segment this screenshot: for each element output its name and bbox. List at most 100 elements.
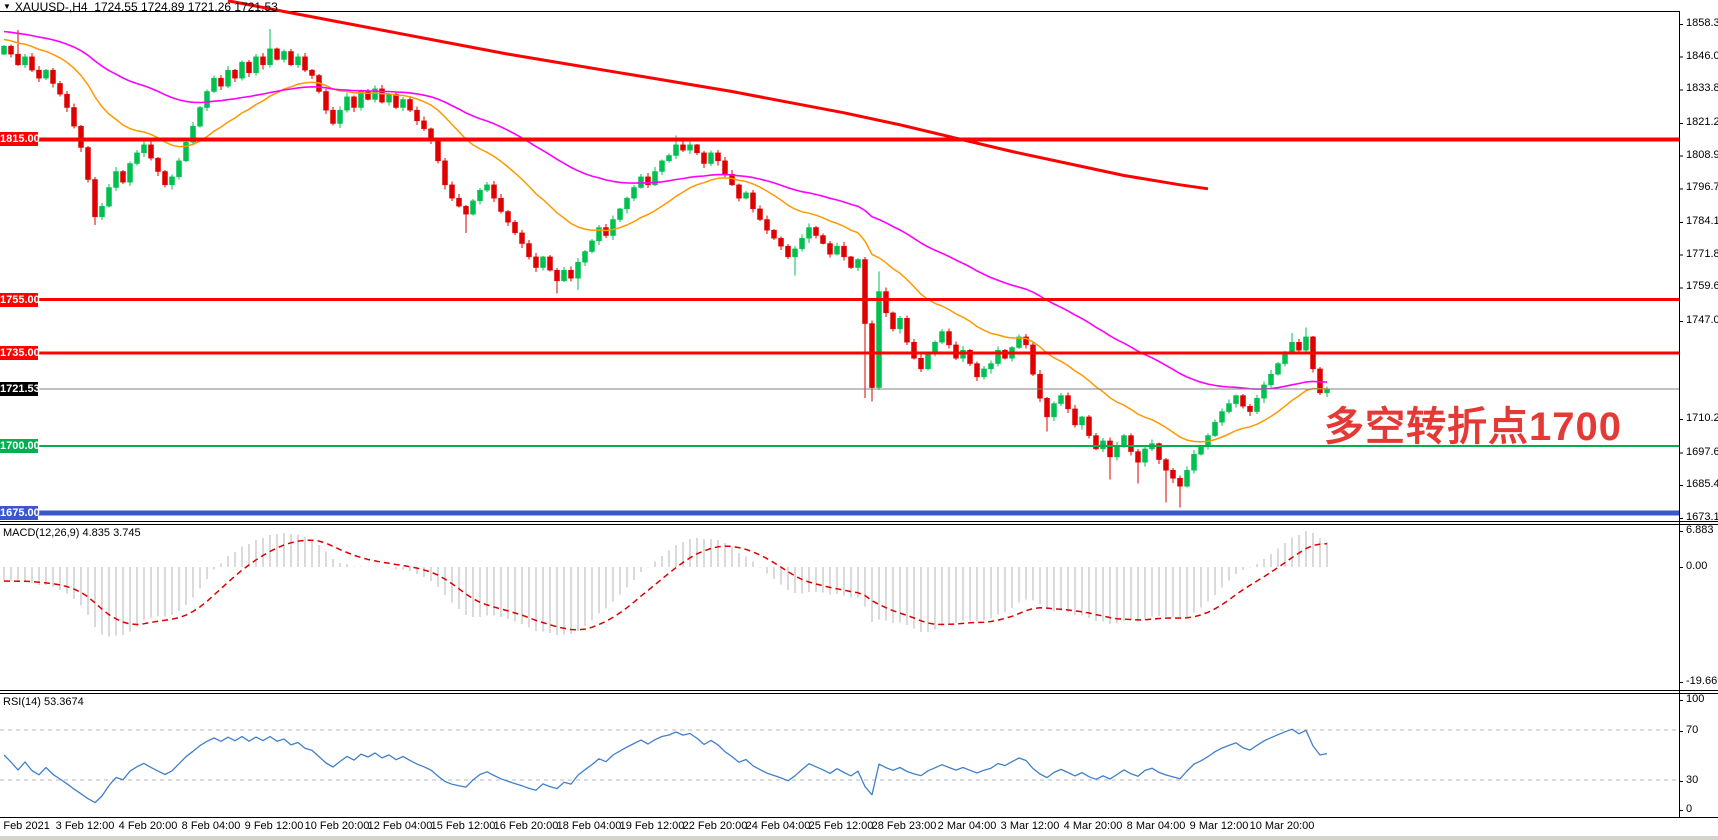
candle-down — [1247, 405, 1253, 412]
candle-up — [1191, 454, 1197, 471]
candle-up — [267, 48, 273, 66]
candle-up — [995, 349, 1001, 364]
candle-down — [414, 109, 420, 122]
candle-up — [631, 187, 637, 199]
price-level-badge: 1815.00 — [0, 132, 40, 147]
time-axis-label: 10 Mar 20:00 — [1249, 820, 1315, 832]
candle-down — [323, 91, 329, 111]
candle-down — [1240, 395, 1246, 407]
candle-down — [715, 152, 721, 162]
time-axis-label: 28 Feb 23:00 — [871, 820, 937, 832]
candle-down — [260, 56, 266, 66]
candle-up — [372, 88, 378, 100]
candle-down — [1107, 440, 1113, 458]
price-tick-label: 1673.15 — [1686, 510, 1718, 523]
time-axis-label: 12 Feb 04:00 — [367, 820, 433, 832]
candle-down — [8, 45, 14, 55]
time-axis-label: 3 Feb 12:00 — [55, 820, 115, 832]
candle-down — [911, 341, 917, 359]
candle-down — [1163, 459, 1169, 471]
candle-up — [610, 219, 616, 236]
candle-down — [302, 56, 308, 71]
candle-down — [71, 107, 77, 127]
candle-down — [862, 259, 868, 324]
price-tick-label: 1796.70 — [1686, 181, 1718, 194]
candle-up — [561, 269, 567, 282]
candle-up — [99, 205, 105, 218]
candle-down — [1030, 344, 1036, 375]
candle-up — [1303, 336, 1309, 351]
current-price-badge: 1721.53 — [0, 381, 40, 396]
candle-up — [617, 208, 623, 220]
price-tick-label: 1771.85 — [1686, 247, 1718, 260]
candle-down — [78, 125, 84, 148]
price-tick-label: 1846.05 — [1686, 49, 1718, 62]
candle-down — [568, 269, 574, 279]
candle-down — [757, 208, 763, 220]
candle-up — [141, 144, 147, 154]
candle-down — [736, 184, 742, 199]
candle-up — [673, 144, 679, 156]
candle-down — [15, 53, 21, 66]
symbol-dropdown-icon[interactable]: ▼ — [3, 2, 11, 11]
time-axis-label: 22 Feb 20:00 — [682, 820, 748, 832]
candle-up — [344, 96, 350, 111]
price-tick-label: 1759.60 — [1686, 280, 1718, 293]
candle-down — [967, 349, 973, 364]
candle-down — [1135, 451, 1141, 463]
candle-down — [645, 176, 651, 186]
candle-down — [946, 331, 952, 346]
candle-up — [183, 141, 189, 162]
candle-up — [1289, 341, 1295, 354]
candle-down — [512, 221, 518, 234]
candle-down — [1170, 470, 1176, 479]
candle-up — [897, 317, 903, 330]
candle-down — [274, 48, 280, 60]
candle-down — [393, 93, 399, 108]
time-axis-label: 9 Feb 12:00 — [244, 820, 304, 832]
symbol-period-label: XAUUSD-,H4 — [14, 0, 88, 14]
candle-down — [694, 144, 700, 154]
candle-up — [1275, 363, 1281, 375]
candle-down — [442, 160, 448, 186]
candle-down — [519, 232, 525, 244]
candle-down — [351, 96, 357, 108]
candle-up — [400, 99, 406, 108]
candle-down — [526, 243, 532, 258]
candle-up — [22, 56, 28, 66]
candle-down — [64, 93, 70, 108]
candle-up — [127, 163, 133, 183]
rsi-axis-label: 30 — [1686, 774, 1699, 786]
candle-up — [1268, 373, 1274, 386]
candle-up — [743, 192, 749, 199]
candle-down — [841, 245, 847, 258]
price-level-badge: 1755.00 — [0, 292, 40, 307]
candle-down — [750, 192, 756, 210]
candle-up — [1121, 435, 1127, 447]
candle-up — [624, 197, 630, 210]
rsi-indicator-label: RSI(14) 53.3674 — [3, 696, 84, 708]
candle-up — [1219, 411, 1225, 423]
candle-down — [680, 144, 686, 151]
candle-up — [687, 144, 693, 151]
price-level-badge: 1735.00 — [0, 345, 40, 360]
bottom-edge-strip — [0, 836, 1718, 840]
candle-up — [43, 69, 49, 79]
price-level-badge: 1700.00 — [0, 439, 40, 454]
candle-down — [288, 51, 294, 66]
candle-down — [162, 171, 168, 186]
candle-down — [883, 291, 889, 314]
candle-down — [218, 77, 224, 87]
candle-down — [533, 256, 539, 268]
candle-up — [1100, 440, 1106, 450]
candle-up — [253, 56, 259, 74]
candle-up — [1184, 470, 1190, 487]
candle-up — [1226, 403, 1232, 412]
candle-up — [204, 91, 210, 108]
candle-down — [120, 171, 126, 183]
rsi-axis-label: 100 — [1686, 693, 1705, 705]
time-axis-label: 25 Feb 12:00 — [808, 820, 874, 832]
candle-up — [1261, 384, 1267, 399]
candle-up — [337, 109, 343, 124]
